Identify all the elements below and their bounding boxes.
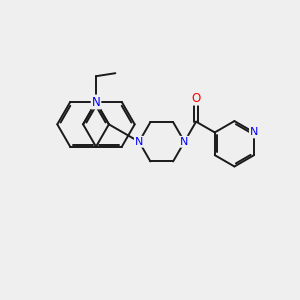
Text: N: N — [92, 95, 100, 109]
Text: O: O — [191, 92, 201, 105]
Text: N: N — [135, 137, 143, 147]
Text: N: N — [250, 128, 258, 137]
Text: N: N — [180, 137, 189, 147]
